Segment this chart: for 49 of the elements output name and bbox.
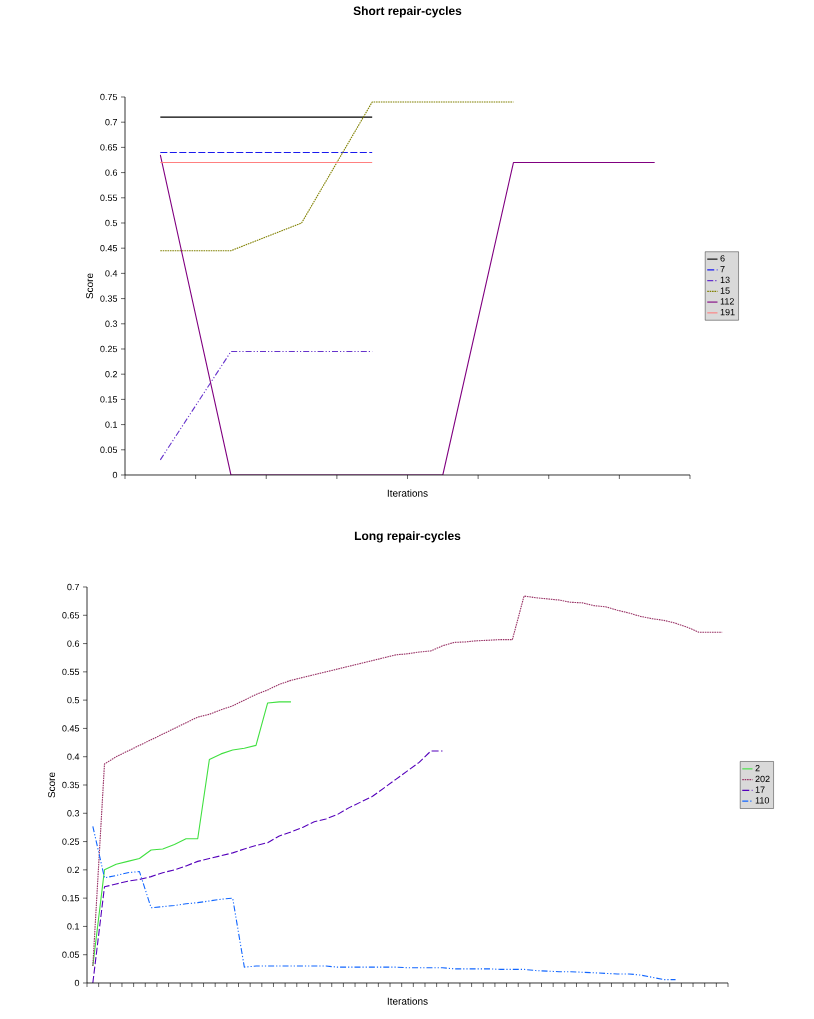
- legend-label: 13: [720, 276, 730, 284]
- y-tick-label: 0.25: [100, 345, 118, 353]
- legend-label: 202: [755, 775, 770, 783]
- line-series: [92, 701, 292, 967]
- chart-title: Long repair-cycles: [354, 531, 461, 543]
- x-axis-title: Iterations: [387, 997, 428, 1005]
- legend-label: 17: [755, 786, 765, 793]
- y-tick-label: 0.6: [105, 169, 118, 176]
- chart-title: Short repair-cycles: [353, 6, 462, 18]
- y-tick-label: 0.3: [67, 810, 80, 817]
- y-tick-label: 0.65: [62, 612, 80, 619]
- y-tick-label: 0.5: [105, 219, 118, 227]
- y-tick-label: 0.6: [67, 640, 80, 647]
- legend-label: 110: [755, 797, 770, 804]
- y-tick-label: 0.55: [100, 194, 118, 201]
- legend-label: 15: [720, 287, 730, 294]
- y-tick-label: 0.35: [100, 295, 118, 302]
- y-tick-label: 0.45: [62, 725, 80, 732]
- y-tick-label: 0.05: [62, 951, 80, 958]
- y-tick-label: 0.2: [105, 371, 118, 378]
- line-series: [92, 750, 444, 983]
- y-tick-label: 0.3: [105, 320, 118, 327]
- y-tick-label: 0.5: [67, 696, 80, 704]
- y-tick-label: 0: [74, 979, 80, 987]
- y-tick-label: 0.4: [67, 753, 80, 760]
- y-tick-label: 0.1: [67, 923, 80, 930]
- legend-label: 6: [720, 255, 725, 262]
- y-tick-label: 0.55: [62, 668, 80, 676]
- y-tick-label: 0.2: [67, 866, 80, 874]
- y-tick-label: 0.4: [105, 270, 118, 277]
- y-tick-label: 0.7: [105, 119, 118, 126]
- legend-label: 191: [720, 308, 735, 316]
- y-tick-label: 0.75: [100, 93, 118, 101]
- x-axis-title: Iterations: [387, 489, 428, 497]
- y-tick-label: 0: [112, 471, 118, 479]
- legend-label: 2: [755, 764, 760, 772]
- legend-label: 112: [720, 298, 734, 305]
- y-tick-label: 0.45: [100, 245, 118, 252]
- y-tick-label: 0.15: [100, 396, 118, 403]
- y-tick-label: 0.65: [100, 144, 118, 151]
- y-axis-title: Score: [48, 772, 56, 798]
- y-tick-label: 0.25: [62, 838, 80, 845]
- legend-label: 7: [720, 266, 725, 273]
- y-tick-label: 0.1: [105, 421, 118, 428]
- y-tick-label: 0.15: [62, 894, 80, 902]
- y-axis-title: Score: [86, 273, 94, 299]
- y-tick-label: 0.05: [100, 446, 118, 453]
- y-tick-label: 0.35: [62, 781, 80, 789]
- y-tick-label: 0.7: [67, 583, 80, 591]
